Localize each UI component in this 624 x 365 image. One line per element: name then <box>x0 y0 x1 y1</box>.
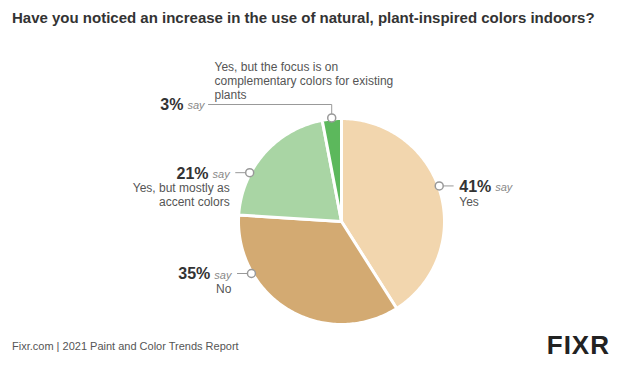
svg-text:say: say <box>213 168 232 180</box>
html-text:Fixr.com | 2021 Paint and Colo: Fixr.com | 2021 Paint and Color Trends R… <box>12 339 239 352</box>
svg-text:No: No <box>216 282 232 296</box>
svg-text:3%: 3% <box>160 96 183 113</box>
svg-text:41%: 41% <box>459 178 491 195</box>
svg-text:Yes, but mostly asaccent color: Yes, but mostly asaccent colors <box>133 181 230 209</box>
svg-text:say: say <box>495 181 514 193</box>
svg-text:say: say <box>214 269 233 281</box>
svg-text:Yes, but the focus is oncomple: Yes, but the focus is oncomplementary co… <box>215 60 394 102</box>
svg-text:21%: 21% <box>177 165 209 182</box>
svg-text:Yes: Yes <box>459 195 479 209</box>
svg-text:say: say <box>187 99 206 111</box>
html-text:Have you noticed an increase i: Have you noticed an increase in the use … <box>12 9 595 26</box>
svg-text:35%: 35% <box>178 265 210 282</box>
html-text:FIXR: FIXR <box>546 330 610 360</box>
